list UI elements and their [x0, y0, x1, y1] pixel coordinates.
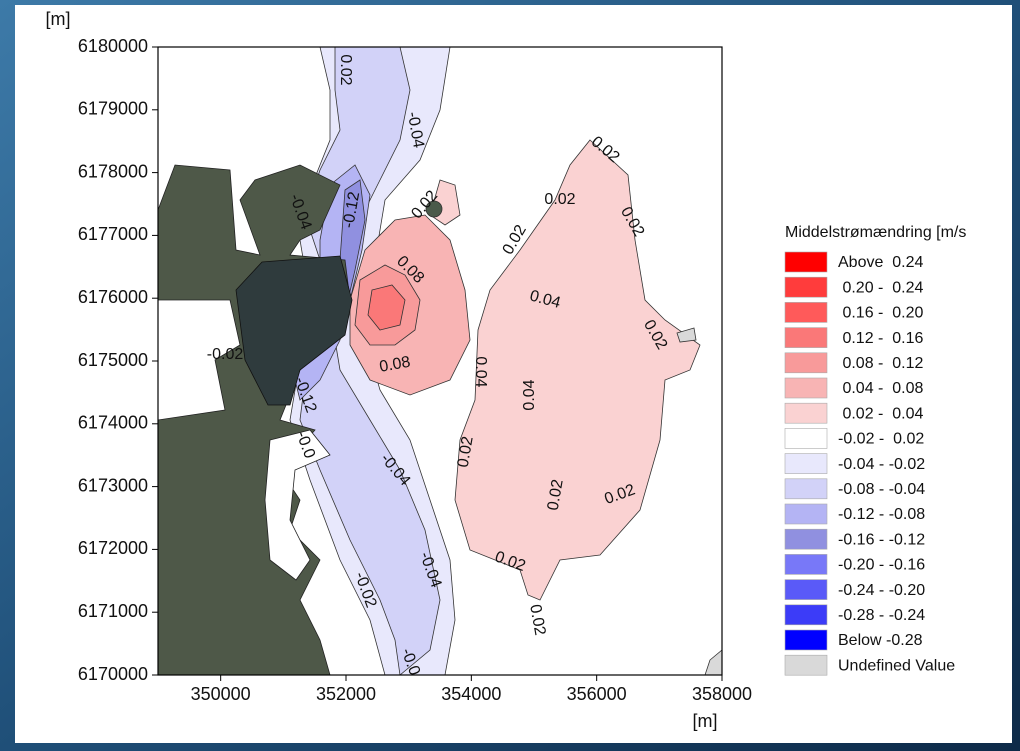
legend-swatch: [785, 479, 827, 499]
legend-label: -0.08 - -0.04: [838, 481, 925, 498]
legend-swatch: [785, 302, 827, 322]
contour-label: 0.02: [544, 191, 575, 208]
legend-label: -0.24 - -0.20: [838, 582, 925, 599]
legend-swatch: [785, 353, 827, 373]
legend-label: -0.16 - -0.12: [838, 531, 925, 548]
legend-label: Above 0.24: [838, 254, 924, 271]
legend-label: -0.12 - -0.08: [838, 506, 925, 523]
legend-swatch: [785, 378, 827, 398]
x-tick-label: 352000: [316, 684, 376, 704]
x-unit: [m]: [693, 711, 718, 731]
legend-label: -0.04 - -0.02: [838, 456, 925, 473]
legend-label: 0.02 - 0.04: [838, 405, 923, 422]
y-tick-label: 6176000: [78, 287, 148, 307]
legend-label: 0.04 - 0.08: [838, 380, 923, 397]
x-tick-label: 350000: [191, 684, 251, 704]
x-tick-label: 354000: [441, 684, 501, 704]
legend-label: Undefined Value: [838, 657, 955, 674]
legend-swatch: [785, 252, 827, 272]
contour-label: 0.04: [472, 356, 489, 387]
contour-label: 0.02: [337, 54, 354, 85]
contour-label: 0.04: [521, 379, 538, 410]
y-tick-label: 6175000: [78, 350, 148, 370]
y-unit: [m]: [46, 9, 71, 29]
y-tick-label: 6172000: [78, 538, 148, 558]
legend-label: 0.20 - 0.24: [838, 279, 923, 296]
legend-label: -0.02 - 0.02: [838, 431, 924, 448]
legend-swatch: [785, 403, 827, 423]
legend-swatch: [785, 655, 827, 675]
legend-swatch: [785, 328, 827, 348]
legend-swatch: [785, 580, 827, 600]
y-tick-label: 6173000: [78, 475, 148, 495]
y-tick-label: 6178000: [78, 161, 148, 181]
contour-label: -0.02: [207, 346, 244, 363]
legend-swatch: [785, 277, 827, 297]
legend-swatch: [785, 529, 827, 549]
legend-swatch: [785, 630, 827, 650]
legend-swatch: [785, 554, 827, 574]
legend-swatch: [785, 504, 827, 524]
y-tick-label: 6177000: [78, 224, 148, 244]
x-tick-label: 358000: [692, 684, 752, 704]
legend-label: 0.12 - 0.16: [838, 330, 923, 347]
legend-label: -0.28 - -0.24: [838, 607, 925, 624]
legend-title: Middelstrømændring [m/s: [785, 224, 966, 241]
map-figure: 6170000 6171000 6172000 6173000 6174000 61750…: [0, 0, 1020, 751]
legend-label: 0.16 - 0.20: [838, 305, 923, 322]
x-tick-label: 356000: [567, 684, 627, 704]
legend-swatch: [785, 428, 827, 448]
legend-swatch: [785, 454, 827, 474]
y-tick-label: 6179000: [78, 99, 148, 119]
legend-swatch: [785, 605, 827, 625]
legend-label: Below -0.28: [838, 632, 923, 649]
y-tick-label: 6171000: [78, 601, 148, 621]
y-tick-label: 6174000: [78, 413, 148, 433]
legend-label: -0.20 - -0.16: [838, 557, 925, 574]
legend-label: 0.08 - 0.12: [838, 355, 923, 372]
y-tick-label: 6180000: [78, 36, 148, 56]
y-tick-label: 6170000: [78, 664, 148, 684]
